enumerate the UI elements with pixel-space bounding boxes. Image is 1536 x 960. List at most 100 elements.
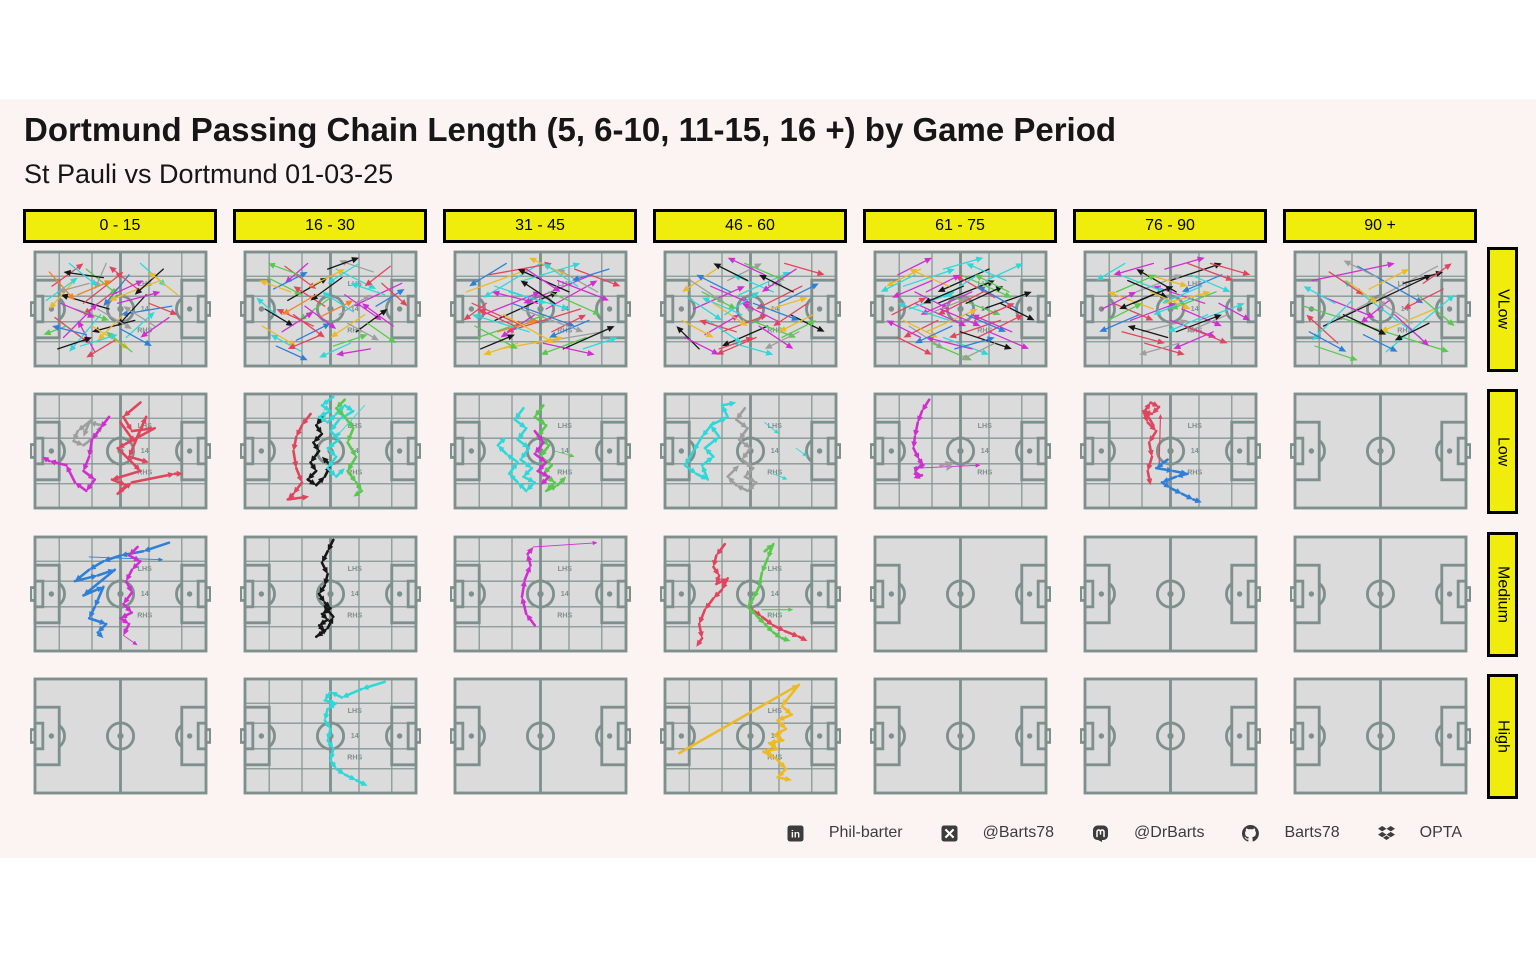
pitch-high-90-plus: [1289, 677, 1471, 794]
cell-high-90-plus: [1283, 673, 1477, 798]
zone-label-lhs: LHS: [767, 565, 781, 573]
zone-label-rhs: RHS: [977, 468, 992, 476]
pitch-high-76-90: [1079, 677, 1261, 794]
zone-label-rhs: RHS: [137, 326, 152, 334]
facet-strip-period-76-90: 76 - 90: [1073, 209, 1267, 243]
credit-phil-barter: in Phil-barter: [787, 824, 903, 842]
credit-barts78: Barts78: [1242, 824, 1340, 842]
zone-label-14: 14: [560, 447, 568, 455]
cell-medium-46-60: LHS 14 RHS: [653, 531, 847, 656]
zone-label-14: 14: [770, 590, 778, 598]
zone-label-14: 14: [770, 447, 778, 455]
zone-label-lhs: LHS: [767, 422, 781, 430]
zone-label-lhs: LHS: [137, 565, 151, 573]
pitch-medium-76-90: [1079, 535, 1261, 652]
zone-label-14: 14: [140, 447, 148, 455]
zone-label-14: 14: [1400, 305, 1408, 313]
credit-label: Barts78: [1284, 824, 1340, 841]
zone-label-lhs: LHS: [767, 707, 781, 715]
cell-high-61-75: [863, 673, 1057, 798]
pitch-high-16-30: LHS 14 RHS: [239, 677, 421, 794]
pitch-vlow-46-60: LHS 14 RHS: [659, 250, 841, 367]
zone-label-rhs: RHS: [347, 753, 362, 761]
pitch-high-31-45: [449, 677, 631, 794]
zone-label-14: 14: [1190, 305, 1198, 313]
zone-label-rhs: RHS: [1397, 326, 1412, 334]
zone-label-lhs: LHS: [557, 422, 571, 430]
linkedin-icon: in: [787, 825, 804, 841]
pitch-grid: LHS 14 RHS LHS 14 RHS LHS 14 RHS LHS 14 RHS LHS 14 RHS…: [23, 246, 1477, 798]
credit-barts78: @Barts78: [941, 824, 1054, 842]
pitch-medium-90-plus: [1289, 535, 1471, 652]
cell-vlow-0-15: LHS 14 RHS: [23, 246, 217, 371]
facet-strip-period-0-15: 0 - 15: [23, 209, 217, 243]
cell-low-0-15: LHS 14 RHS: [23, 388, 217, 513]
zone-label-rhs: RHS: [557, 611, 572, 619]
pitch-vlow-0-15: LHS 14 RHS: [29, 250, 211, 367]
zone-label-14: 14: [350, 305, 358, 313]
zone-label-lhs: LHS: [1187, 422, 1201, 430]
cell-high-31-45: [443, 673, 637, 798]
pitch-medium-0-15: LHS 14 RHS: [29, 535, 211, 652]
plot-canvas: Dortmund Passing Chain Length (5, 6-10, …: [0, 99, 1536, 858]
facet-strip-label: VLow: [1494, 289, 1512, 330]
zone-label-rhs: RHS: [767, 468, 782, 476]
chart-title: Dortmund Passing Chain Length (5, 6-10, …: [24, 111, 1117, 148]
zone-label-rhs: RHS: [767, 326, 782, 334]
zone-label-14: 14: [350, 732, 358, 740]
zone-label-lhs: LHS: [767, 280, 781, 288]
pitch-high-61-75: [869, 677, 1051, 794]
facet-strip-period-61-75: 61 - 75: [863, 209, 1057, 243]
pitch-low-31-45: LHS 14 RHS: [449, 392, 631, 509]
chart-subtitle: St Pauli vs Dortmund 01-03-25: [24, 159, 394, 189]
x-icon: [941, 825, 958, 841]
zone-label-rhs: RHS: [137, 468, 152, 476]
facet-strip-length-low: Low: [1487, 389, 1518, 514]
credit-label: OPTA: [1419, 824, 1462, 841]
cell-medium-0-15: LHS 14 RHS: [23, 531, 217, 656]
facet-strip-length-high: High: [1487, 674, 1518, 799]
credit-label: Phil-barter: [828, 824, 903, 841]
credit-opta: OPTA: [1377, 824, 1462, 842]
facet-strip-label: High: [1494, 720, 1512, 753]
zone-label-14: 14: [770, 732, 778, 740]
zone-label-rhs: RHS: [347, 468, 362, 476]
mastodon-icon: [1093, 825, 1109, 842]
cell-low-31-45: LHS 14 RHS: [443, 388, 637, 513]
dropbox-icon: [1377, 825, 1395, 840]
zone-label-14: 14: [1190, 447, 1198, 455]
pitch-medium-46-60: LHS 14 RHS: [659, 535, 841, 652]
facet-strip-period-46-60: 46 - 60: [653, 209, 847, 243]
svg-text:in: in: [791, 829, 800, 840]
facet-strip-length-vlow: VLow: [1487, 247, 1518, 372]
zone-label-lhs: LHS: [557, 565, 571, 573]
facet-strip-label: Medium: [1494, 566, 1512, 623]
github-icon: [1242, 824, 1260, 842]
zone-label-rhs: RHS: [977, 326, 992, 334]
pitch-row-low: LHS 14 RHS LHS 14 RHS LHS 14 RHS LHS 14 RHS LHS 14 RHS…: [23, 388, 1477, 513]
zone-label-lhs: LHS: [347, 707, 361, 715]
cell-medium-16-30: LHS 14 RHS: [233, 531, 427, 656]
zone-label-rhs: RHS: [137, 611, 152, 619]
cell-vlow-46-60: LHS 14 RHS: [653, 246, 847, 371]
cell-medium-90-plus: [1283, 531, 1477, 656]
zone-label-rhs: RHS: [1187, 468, 1202, 476]
pitch-low-76-90: LHS 14 RHS: [1079, 392, 1261, 509]
zone-label-rhs: RHS: [347, 611, 362, 619]
cell-medium-76-90: [1073, 531, 1267, 656]
pitch-low-46-60: LHS 14 RHS: [659, 392, 841, 509]
pitch-row-vlow: LHS14RHSLHS14RHSLHS14RHSLHS14RHSLHS14RHS…: [23, 246, 1477, 371]
cell-low-61-75: LHS 14 RHS: [863, 388, 1057, 513]
facet-strip-period-31-45: 31 - 45: [443, 209, 637, 243]
zone-label-lhs: LHS: [347, 422, 361, 430]
zone-label-14: 14: [140, 305, 148, 313]
